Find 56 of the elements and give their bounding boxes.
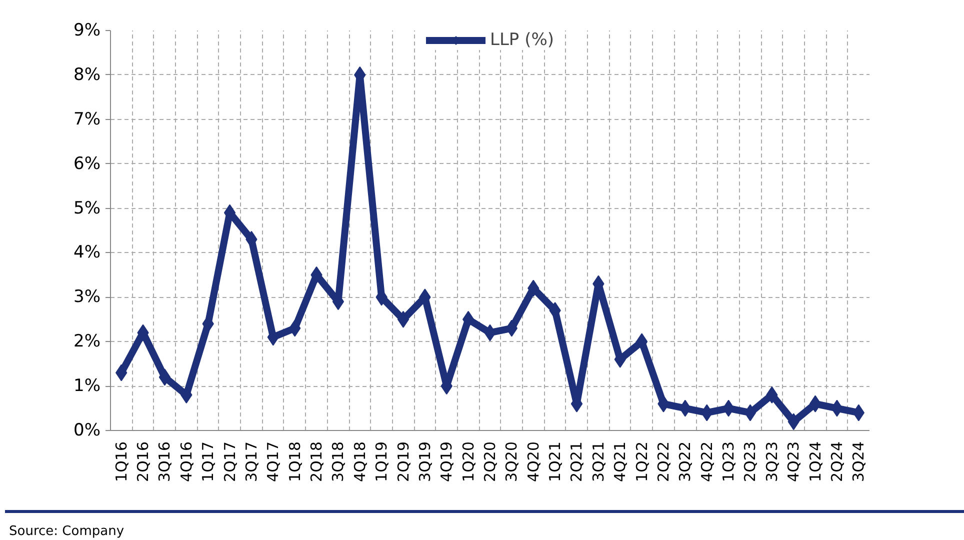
x-tick-label: 3Q20 [502, 442, 521, 482]
x-tick-label: 4Q16 [177, 442, 196, 482]
y-tick-label: 2% [74, 332, 101, 352]
y-tick-label: 6% [74, 154, 101, 174]
point [809, 395, 822, 412]
x-tick-label: 3Q17 [242, 442, 260, 482]
x-tick-label: 2Q20 [481, 442, 499, 482]
x-tick-label: 3Q23 [762, 442, 781, 482]
x-tick-label: 4Q23 [784, 442, 803, 482]
x-tick-label: 4Q19 [438, 442, 456, 482]
x-tick-label: 1Q21 [546, 442, 564, 482]
x-tick-label: 1Q19 [372, 442, 391, 482]
x-tick-label: 1Q20 [459, 442, 478, 482]
x-tick-label: 3Q21 [589, 442, 608, 482]
point [462, 310, 474, 328]
x-tick-label: 1Q16 [112, 442, 130, 482]
y-tick-label: 4% [74, 242, 101, 263]
point [158, 368, 171, 386]
x-tick-label: 1Q17 [199, 442, 218, 482]
x-tick-label: 1Q24 [806, 442, 824, 482]
x-tick-label: 3Q24 [850, 442, 868, 482]
x-tick-label: 2Q18 [308, 442, 326, 482]
x-tick-label: 1Q22 [632, 442, 651, 482]
y-tick-label: 5% [74, 198, 101, 218]
y-tick-label: 1% [74, 376, 101, 396]
y-tick-label: 0% [74, 420, 101, 440]
x-tick-label: 2Q21 [568, 442, 586, 482]
point [506, 320, 518, 337]
x-tick-label: 4Q18 [350, 442, 369, 482]
point [397, 310, 410, 328]
x-tick-label: 2Q22 [654, 442, 672, 482]
x-tick-label: 1Q18 [286, 442, 304, 482]
x-tick-label: 3Q16 [156, 442, 174, 482]
y-tick-label: 9% [74, 20, 101, 40]
x-tick-label: 1Q23 [720, 442, 738, 482]
x-tick-label: 4Q21 [611, 442, 630, 482]
point [679, 400, 692, 417]
x-tick-label: 2Q16 [134, 442, 152, 482]
x-tick-label: 2Q19 [394, 442, 412, 482]
x-tick-label: 3Q22 [676, 442, 694, 482]
y-tick-label: 7% [74, 109, 101, 130]
point [636, 333, 648, 350]
x-tick-label: 4Q22 [698, 442, 716, 482]
y-tick-label: 8% [74, 64, 101, 85]
x-tick-label: 3Q18 [329, 442, 348, 482]
x-tick-label: 4Q17 [264, 442, 282, 482]
x-tick-label: 2Q23 [741, 442, 760, 482]
point [288, 320, 301, 337]
x-tick-label: 4Q20 [524, 442, 542, 482]
point [744, 404, 756, 422]
x-tick-label: 2Q17 [220, 442, 239, 482]
source-note: Source: Company [9, 523, 124, 540]
x-tick-label: 3Q19 [416, 442, 434, 482]
y-tick-label: 3% [74, 287, 101, 308]
legend-label: LLP (%) [490, 30, 554, 50]
x-tick-label: 2Q24 [828, 442, 846, 482]
